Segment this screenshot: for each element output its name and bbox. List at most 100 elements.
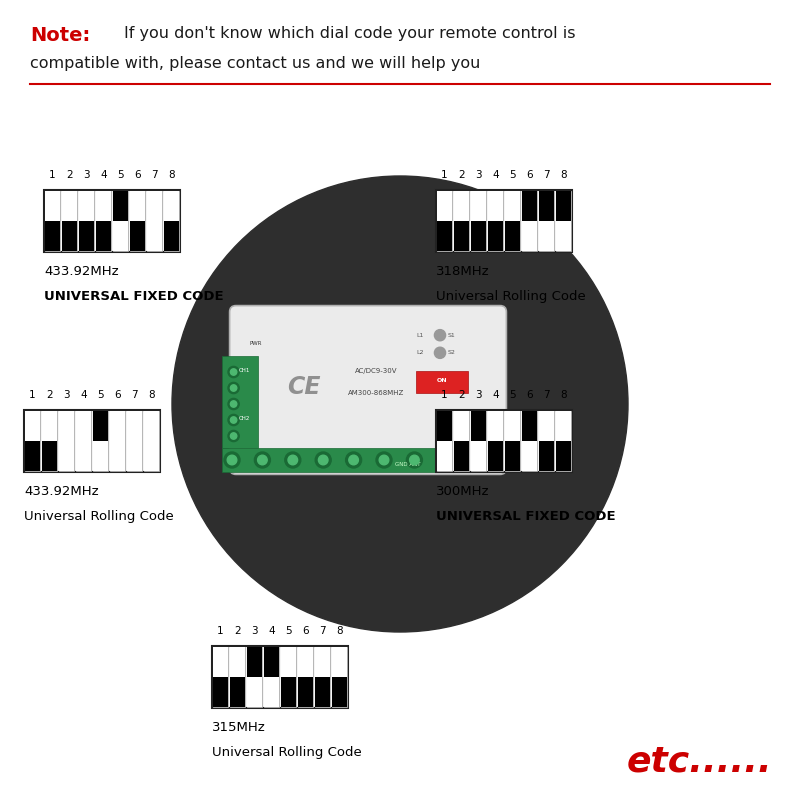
Text: 300MHz: 300MHz: [436, 485, 490, 498]
Circle shape: [437, 452, 453, 468]
Circle shape: [228, 430, 239, 442]
Bar: [282, 646, 296, 707]
Bar: [556, 411, 571, 470]
Bar: [147, 221, 162, 250]
Text: 3: 3: [63, 390, 70, 400]
Bar: [96, 191, 110, 221]
Text: 2: 2: [458, 390, 465, 400]
Bar: [506, 221, 520, 250]
Bar: [79, 190, 94, 250]
Bar: [522, 411, 537, 470]
Bar: [110, 411, 125, 470]
Bar: [44, 190, 180, 252]
Bar: [59, 441, 74, 470]
Bar: [454, 411, 469, 441]
Bar: [437, 190, 452, 250]
Circle shape: [228, 414, 239, 426]
Text: 6: 6: [526, 170, 533, 180]
Bar: [147, 191, 162, 221]
Bar: [454, 190, 469, 250]
Text: 6: 6: [134, 170, 141, 180]
Bar: [454, 221, 469, 250]
Bar: [164, 221, 179, 250]
Bar: [488, 191, 502, 221]
Bar: [93, 411, 108, 441]
Bar: [45, 191, 60, 221]
Bar: [42, 411, 57, 470]
Circle shape: [467, 452, 483, 468]
Bar: [282, 646, 296, 677]
Bar: [79, 191, 94, 221]
Text: L2: L2: [416, 350, 423, 355]
Text: CH1: CH1: [238, 368, 250, 373]
Text: 8: 8: [560, 170, 567, 180]
Circle shape: [379, 455, 389, 465]
Bar: [213, 646, 228, 707]
Bar: [59, 411, 74, 470]
Circle shape: [228, 398, 239, 410]
Text: 2: 2: [234, 626, 241, 636]
Bar: [164, 190, 179, 250]
Bar: [332, 677, 347, 707]
Text: 5: 5: [509, 390, 516, 400]
Text: 5: 5: [117, 170, 124, 180]
Bar: [471, 221, 486, 250]
Bar: [230, 646, 245, 707]
Text: 7: 7: [131, 390, 138, 400]
Text: AC/DC9-30V: AC/DC9-30V: [354, 368, 398, 374]
Bar: [62, 221, 77, 250]
Text: 4: 4: [492, 390, 499, 400]
Bar: [147, 190, 162, 250]
Bar: [42, 411, 57, 441]
Text: 5: 5: [285, 626, 292, 636]
Bar: [110, 441, 125, 470]
Text: GND ANT: GND ANT: [395, 462, 421, 466]
Text: 3: 3: [475, 390, 482, 400]
Text: 7: 7: [543, 170, 550, 180]
Bar: [556, 221, 571, 250]
Bar: [522, 411, 537, 441]
Circle shape: [470, 455, 480, 465]
FancyBboxPatch shape: [230, 306, 506, 474]
Circle shape: [230, 417, 237, 423]
Bar: [471, 411, 486, 470]
Bar: [144, 411, 158, 441]
Bar: [213, 677, 228, 707]
Circle shape: [230, 369, 237, 375]
Text: 433.92MHz: 433.92MHz: [44, 265, 118, 278]
Bar: [539, 221, 554, 250]
Circle shape: [227, 455, 237, 465]
Bar: [506, 411, 520, 441]
Text: 1: 1: [441, 170, 448, 180]
Bar: [45, 190, 60, 250]
Text: 2: 2: [458, 170, 465, 180]
Bar: [416, 370, 468, 393]
Bar: [471, 441, 486, 470]
Bar: [488, 221, 502, 250]
Circle shape: [315, 452, 331, 468]
Text: CE: CE: [287, 375, 321, 399]
Bar: [539, 411, 554, 470]
Text: 2: 2: [66, 170, 73, 180]
Bar: [315, 677, 330, 707]
Bar: [437, 411, 452, 470]
Text: 6: 6: [114, 390, 121, 400]
Bar: [315, 646, 330, 677]
Bar: [264, 646, 278, 707]
Text: 318MHz: 318MHz: [436, 265, 490, 278]
Text: 1: 1: [441, 390, 448, 400]
Bar: [26, 411, 40, 441]
Circle shape: [228, 382, 239, 394]
Bar: [506, 191, 520, 221]
Circle shape: [228, 366, 239, 378]
Bar: [62, 191, 77, 221]
Bar: [247, 646, 262, 677]
Text: 433.92MHz: 433.92MHz: [24, 485, 98, 498]
Text: ON: ON: [437, 378, 448, 383]
Text: AM300-868MHZ: AM300-868MHZ: [348, 390, 404, 396]
Text: S1: S1: [448, 333, 456, 338]
Bar: [522, 221, 537, 250]
Bar: [59, 411, 74, 441]
Text: 8: 8: [148, 390, 155, 400]
Bar: [230, 646, 245, 677]
